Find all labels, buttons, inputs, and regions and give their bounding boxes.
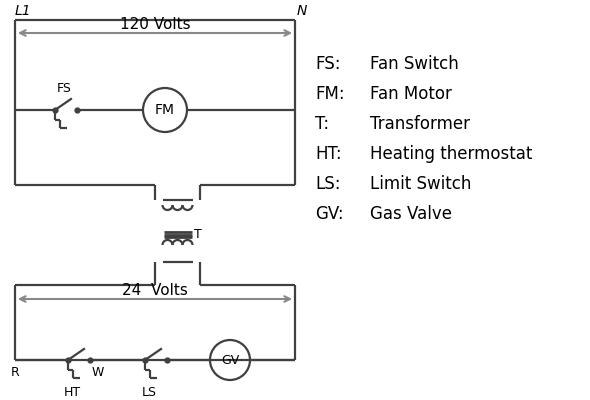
Text: GV:: GV: xyxy=(315,205,343,223)
Text: Heating thermostat: Heating thermostat xyxy=(370,145,532,163)
Text: T: T xyxy=(194,228,201,240)
Text: T:: T: xyxy=(315,115,329,133)
Text: LS: LS xyxy=(142,386,156,399)
Text: GV: GV xyxy=(221,354,239,366)
Text: N: N xyxy=(297,4,307,18)
Text: HT:: HT: xyxy=(315,145,342,163)
Text: FS: FS xyxy=(57,82,72,95)
Text: HT: HT xyxy=(64,386,81,399)
Text: W: W xyxy=(92,366,104,379)
Text: FM:: FM: xyxy=(315,85,345,103)
Text: Gas Valve: Gas Valve xyxy=(370,205,452,223)
Text: 120 Volts: 120 Volts xyxy=(120,17,191,32)
Text: Limit Switch: Limit Switch xyxy=(370,175,471,193)
Text: L1: L1 xyxy=(15,4,32,18)
Text: LS:: LS: xyxy=(315,175,340,193)
Text: Fan Motor: Fan Motor xyxy=(370,85,452,103)
Text: FS:: FS: xyxy=(315,55,340,73)
Text: 24  Volts: 24 Volts xyxy=(122,283,188,298)
Text: FM: FM xyxy=(155,103,175,117)
Text: Fan Switch: Fan Switch xyxy=(370,55,459,73)
Text: Transformer: Transformer xyxy=(370,115,470,133)
Text: R: R xyxy=(11,366,19,379)
